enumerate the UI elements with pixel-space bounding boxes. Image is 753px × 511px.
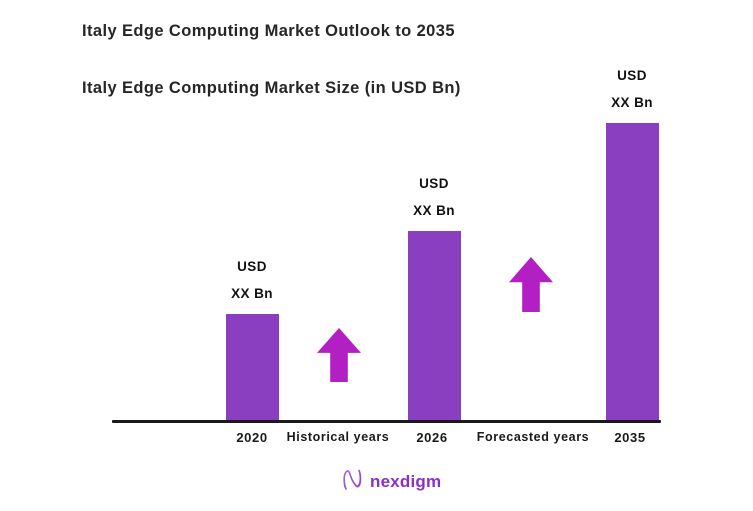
bar-group-2026: USD XX Bn <box>374 170 494 422</box>
value-label-line1: USD <box>617 68 647 83</box>
logo-text: nexdigm <box>370 472 442 491</box>
bar-value-label: USD XX Bn <box>413 170 455 224</box>
value-label-line1: USD <box>419 176 449 191</box>
bar-value-label: USD XX Bn <box>611 62 653 116</box>
growth-arrow-up-icon <box>317 328 361 382</box>
value-label-line2: XX Bn <box>231 286 273 301</box>
bar-value-label: USD XX Bn <box>231 253 273 307</box>
x-tick-2020: 2020 <box>236 430 268 445</box>
growth-arrow-up-icon <box>509 257 553 312</box>
bar-2035 <box>605 123 659 422</box>
chart-subtitle: Italy Edge Computing Market Size (in USD… <box>82 79 461 97</box>
value-label-line1: USD <box>237 259 267 274</box>
x-tick-2035: 2035 <box>614 430 646 445</box>
value-label-line2: XX Bn <box>413 203 455 218</box>
chart-title: Italy Edge Computing Market Outlook to 2… <box>82 22 455 40</box>
bar-group-2020: USD XX Bn <box>192 253 312 422</box>
x-annotation-forecasted-years: Forecasted years <box>476 430 590 444</box>
x-axis-line <box>112 420 661 423</box>
bar-2026 <box>407 231 461 422</box>
value-label-line2: XX Bn <box>611 95 653 110</box>
bar-group-2035: USD XX Bn <box>572 62 692 422</box>
nexdigm-logo: nexdigm <box>341 466 441 498</box>
x-tick-2026: 2026 <box>416 430 448 445</box>
bar-2020 <box>225 314 279 422</box>
x-annotation-historical-years: Historical years <box>286 430 390 444</box>
nexdigm-wave-n-icon <box>341 466 364 498</box>
